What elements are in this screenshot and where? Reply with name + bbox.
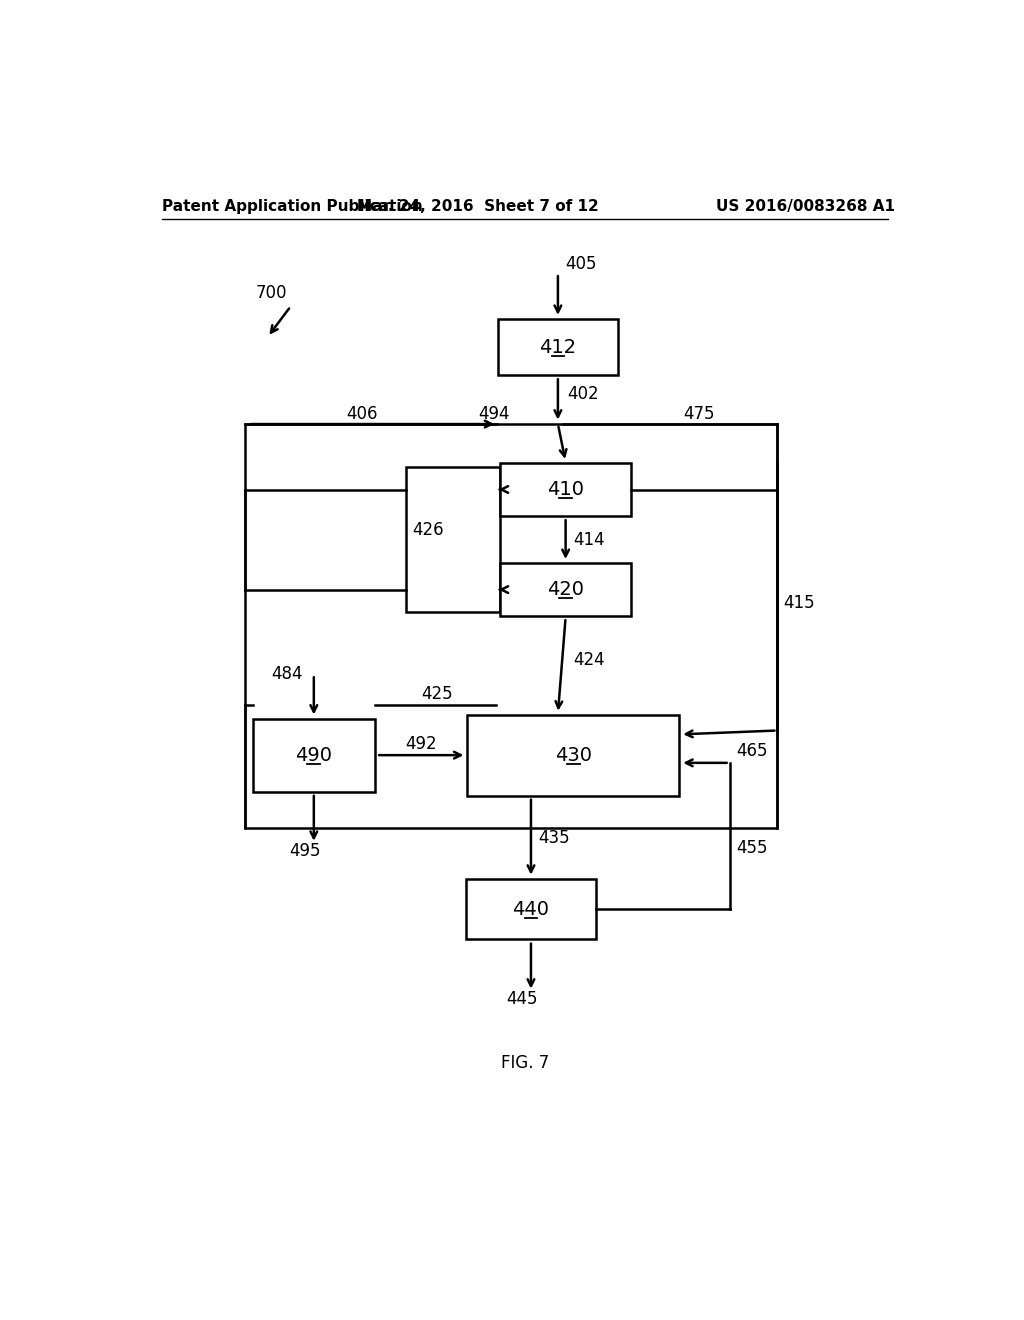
Bar <box>407 467 500 612</box>
Text: 425: 425 <box>421 685 453 704</box>
Text: 426: 426 <box>413 521 444 540</box>
Bar <box>245 424 777 829</box>
Text: 435: 435 <box>539 829 570 846</box>
Bar <box>253 718 375 792</box>
Bar <box>467 714 679 796</box>
Text: 410: 410 <box>547 480 584 499</box>
Text: 406: 406 <box>346 405 378 422</box>
Text: 412: 412 <box>540 338 577 356</box>
Text: US 2016/0083268 A1: US 2016/0083268 A1 <box>717 199 895 214</box>
Text: 440: 440 <box>512 900 550 919</box>
Bar <box>500 564 631 615</box>
Text: 455: 455 <box>736 838 767 857</box>
Text: 495: 495 <box>289 842 321 861</box>
Text: 415: 415 <box>783 594 815 611</box>
Text: 492: 492 <box>406 735 436 754</box>
Text: 465: 465 <box>736 742 767 760</box>
Text: 420: 420 <box>547 579 584 599</box>
Bar <box>466 879 596 940</box>
Text: FIG. 7: FIG. 7 <box>501 1055 549 1072</box>
Text: 405: 405 <box>565 255 597 273</box>
Text: 424: 424 <box>573 651 605 669</box>
Text: 490: 490 <box>295 746 333 764</box>
Text: 414: 414 <box>573 531 605 549</box>
Text: Mar. 24, 2016  Sheet 7 of 12: Mar. 24, 2016 Sheet 7 of 12 <box>356 199 598 214</box>
Bar <box>499 319 617 375</box>
Text: 430: 430 <box>555 746 592 764</box>
Text: 700: 700 <box>256 284 288 302</box>
Text: 494: 494 <box>478 405 510 422</box>
Text: 475: 475 <box>683 405 715 422</box>
Text: Patent Application Publication: Patent Application Publication <box>162 199 423 214</box>
Bar <box>500 463 631 516</box>
Text: 484: 484 <box>271 665 303 684</box>
Text: 445: 445 <box>506 990 538 1008</box>
Text: 402: 402 <box>567 385 599 403</box>
